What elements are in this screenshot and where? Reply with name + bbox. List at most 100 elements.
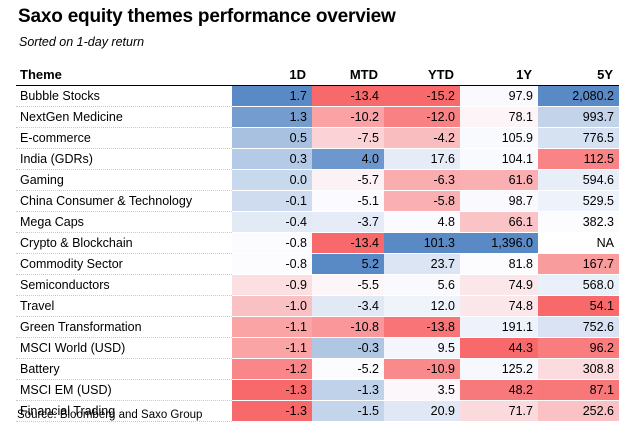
value-cell-1d: -1.1 — [232, 337, 312, 359]
chart-title: Saxo equity themes performance overview — [18, 6, 396, 27]
value-cell-1y: 44.3 — [460, 337, 538, 359]
value-cell-5y: 382.3 — [538, 211, 619, 233]
value-cell-mtd: -13.4 — [312, 85, 384, 107]
value-cell-5y: 2,080.2 — [538, 85, 619, 107]
value-cell-1y: 66.1 — [460, 211, 538, 233]
value-cell-ytd: -5.8 — [384, 190, 460, 212]
column-header-mtd: MTD — [312, 64, 384, 86]
value-cell-1d: -1.1 — [232, 316, 312, 338]
theme-name-cell: NextGen Medicine — [16, 106, 232, 128]
value-cell-mtd: -5.2 — [312, 358, 384, 380]
value-cell-mtd: -3.4 — [312, 295, 384, 317]
theme-name-cell: MSCI EM (USD) — [16, 379, 232, 401]
theme-name-cell: Gaming — [16, 169, 232, 191]
value-cell-mtd: -7.5 — [312, 127, 384, 149]
table-row: Financial Trading -1.3 -1.5 20.9 71.7 252.6 — [16, 400, 619, 422]
table-row: Mega Caps -0.4 -3.7 4.8 66.1 382.3 — [16, 211, 619, 233]
value-cell-5y: 308.8 — [538, 358, 619, 380]
value-cell-1d: 0.0 — [232, 169, 312, 191]
value-cell-1y: 191.1 — [460, 316, 538, 338]
value-cell-mtd: 5.2 — [312, 253, 384, 275]
table-row: China Consumer & Technology -0.1 -5.1 -5.8 9… — [16, 190, 619, 212]
value-cell-5y: 568.0 — [538, 274, 619, 296]
value-cell-1d: -0.8 — [232, 253, 312, 275]
value-cell-1y: 104.1 — [460, 148, 538, 170]
value-cell-1y: 81.8 — [460, 253, 538, 275]
theme-name-cell: India (GDRs) — [16, 148, 232, 170]
value-cell-5y: 252.6 — [538, 400, 619, 422]
table-row: Battery -1.2 -5.2 -10.9 125.2 308.8 — [16, 358, 619, 380]
value-cell-1y: 98.7 — [460, 190, 538, 212]
table-row: E-commerce 0.5 -7.5 -4.2 105.9 776.5 — [16, 127, 619, 149]
value-cell-ytd: -12.0 — [384, 106, 460, 128]
value-cell-mtd: -13.4 — [312, 232, 384, 254]
value-cell-mtd: -10.8 — [312, 316, 384, 338]
value-cell-1d: -0.9 — [232, 274, 312, 296]
value-cell-mtd: -1.3 — [312, 379, 384, 401]
value-cell-1y: 125.2 — [460, 358, 538, 380]
value-cell-1d: -1.3 — [232, 400, 312, 422]
theme-name-cell: Bubble Stocks — [16, 85, 232, 107]
table-row: Gaming 0.0 -5.7 -6.3 61.6 594.6 — [16, 169, 619, 191]
value-cell-1y: 97.9 — [460, 85, 538, 107]
value-cell-1d: -0.4 — [232, 211, 312, 233]
value-cell-1y: 74.9 — [460, 274, 538, 296]
table-row: Travel -1.0 -3.4 12.0 74.8 54.1 — [16, 295, 619, 317]
value-cell-1d: 1.7 — [232, 85, 312, 107]
value-cell-1d: 0.3 — [232, 148, 312, 170]
value-cell-1y: 78.1 — [460, 106, 538, 128]
value-cell-ytd: 12.0 — [384, 295, 460, 317]
column-header-theme: Theme — [16, 64, 232, 86]
table-row: Crypto & Blockchain -0.8 -13.4 101.3 1,396.0… — [16, 232, 619, 254]
theme-name-cell: Travel — [16, 295, 232, 317]
value-cell-ytd: 17.6 — [384, 148, 460, 170]
value-cell-1y: 61.6 — [460, 169, 538, 191]
column-header-ytd: YTD — [384, 64, 460, 86]
table-body: Bubble Stocks 1.7 -13.4 -15.2 97.9 2,080.2 Nex… — [16, 85, 619, 422]
value-cell-ytd: -13.8 — [384, 316, 460, 338]
value-cell-mtd: -5.5 — [312, 274, 384, 296]
value-cell-ytd: 5.6 — [384, 274, 460, 296]
value-cell-1d: 0.5 — [232, 127, 312, 149]
value-cell-5y: 529.5 — [538, 190, 619, 212]
table-row: India (GDRs) 0.3 4.0 17.6 104.1 112.5 — [16, 148, 619, 170]
value-cell-5y: 96.2 — [538, 337, 619, 359]
header-row: Theme 1D MTD YTD 1Y 5Y — [16, 64, 619, 86]
value-cell-mtd: -10.2 — [312, 106, 384, 128]
theme-name-cell: Battery — [16, 358, 232, 380]
table-row: Green Transformation -1.1 -10.8 -13.8 191.1 7… — [16, 316, 619, 338]
value-cell-ytd: 101.3 — [384, 232, 460, 254]
value-cell-5y: 87.1 — [538, 379, 619, 401]
value-cell-1y: 48.2 — [460, 379, 538, 401]
theme-name-cell: Commodity Sector — [16, 253, 232, 275]
theme-name-cell: Green Transformation — [16, 316, 232, 338]
value-cell-ytd: 23.7 — [384, 253, 460, 275]
value-cell-mtd: -0.3 — [312, 337, 384, 359]
value-cell-ytd: 3.5 — [384, 379, 460, 401]
value-cell-5y: 776.5 — [538, 127, 619, 149]
value-cell-ytd: -4.2 — [384, 127, 460, 149]
table-row: Commodity Sector -0.8 5.2 23.7 81.8 167.7 — [16, 253, 619, 275]
theme-name-cell: Mega Caps — [16, 211, 232, 233]
value-cell-5y: 993.7 — [538, 106, 619, 128]
value-cell-5y: 594.6 — [538, 169, 619, 191]
column-header-5y: 5Y — [538, 64, 619, 86]
value-cell-ytd: -15.2 — [384, 85, 460, 107]
value-cell-1y: 74.8 — [460, 295, 538, 317]
heatmap-table: Theme 1D MTD YTD 1Y 5Y Bubble Stocks 1.7-… — [16, 64, 619, 422]
value-cell-1d: -0.1 — [232, 190, 312, 212]
value-cell-1d: -1.0 — [232, 295, 312, 317]
value-cell-1y: 71.7 — [460, 400, 538, 422]
theme-name-cell: Crypto & Blockchain — [16, 232, 232, 254]
chart-subtitle: Sorted on 1-day return — [19, 35, 145, 49]
value-cell-mtd: -5.1 — [312, 190, 384, 212]
source-note: Source: Bloomberg and Saxo Group — [17, 409, 203, 421]
table-row: MSCI World (USD) -1.1 -0.3 9.5 44.3 96.2 — [16, 337, 619, 359]
theme-name-cell: Semiconductors — [16, 274, 232, 296]
value-cell-mtd: -5.7 — [312, 169, 384, 191]
value-cell-mtd: 4.0 — [312, 148, 384, 170]
value-cell-1d: -1.2 — [232, 358, 312, 380]
table-row: MSCI EM (USD) -1.3 -1.3 3.5 48.2 87.1 — [16, 379, 619, 401]
theme-name-cell: E-commerce — [16, 127, 232, 149]
value-cell-1d: -0.8 — [232, 232, 312, 254]
